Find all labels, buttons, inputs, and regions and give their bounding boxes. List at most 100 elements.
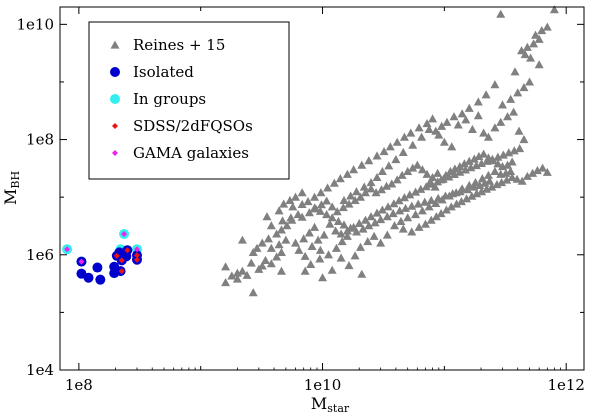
reines-point [366, 212, 376, 221]
reines-point [492, 179, 502, 189]
reines-point [390, 221, 400, 230]
reines-point [322, 210, 332, 219]
reines-point [358, 224, 368, 233]
reines-point [382, 181, 392, 190]
reines-point [469, 182, 479, 191]
reines-point [477, 187, 487, 196]
reines-point [466, 163, 476, 172]
reines-point [252, 243, 262, 252]
reines-point [428, 114, 438, 123]
reines-point [464, 103, 474, 112]
reines-point [279, 199, 289, 208]
reines-point [272, 252, 282, 261]
legend-item-isolated: Isolated [110, 63, 194, 81]
reines-point [487, 182, 497, 191]
reines-point [383, 202, 393, 211]
reines-point [439, 137, 449, 146]
reines-point [467, 191, 477, 200]
reines-point [477, 158, 487, 168]
reines-point [405, 190, 415, 199]
reines-point [315, 254, 325, 263]
reines-point [449, 112, 459, 121]
reines-point [469, 154, 479, 163]
reines-point [497, 100, 507, 109]
reines-point [281, 235, 291, 244]
sdss-point [113, 252, 120, 259]
reines-point [285, 195, 295, 204]
legend-item-ingroups: In groups [110, 90, 206, 108]
reines-point [450, 164, 460, 173]
reines-point [319, 230, 329, 239]
reines-point [303, 197, 313, 206]
reines-point [413, 199, 423, 208]
reines-point [339, 220, 349, 229]
reines-point [542, 22, 552, 31]
reines-point [514, 126, 524, 135]
y-axis-label-sub: BH [9, 171, 22, 189]
reines-point [316, 200, 326, 209]
legend-marker [112, 150, 118, 156]
reines-point [457, 109, 467, 118]
reines-point [242, 270, 252, 279]
reines-point [401, 203, 411, 212]
reines-point [232, 274, 242, 283]
legend-marker [110, 94, 120, 104]
legend-marker [110, 67, 120, 77]
reines-point [460, 165, 470, 174]
reines-point [431, 212, 441, 221]
reines-point [417, 206, 427, 215]
reines-point [316, 188, 326, 197]
reines-point [408, 163, 418, 172]
reines-point [299, 234, 309, 243]
reines-point [522, 171, 532, 180]
reines-point [346, 191, 356, 200]
reines-point [318, 273, 328, 282]
reines-point [506, 94, 516, 103]
reines-point [455, 187, 465, 196]
reines-point [408, 140, 418, 149]
reines-point [503, 160, 513, 169]
reines-point [360, 188, 370, 197]
reines-point [509, 146, 519, 155]
reines-point [389, 199, 399, 208]
reines-point [474, 151, 484, 161]
reines-point [424, 124, 434, 134]
legend: Reines + 15 Isolated In groups SDSS/2dFQSOs… [88, 21, 290, 180]
reines-point [327, 213, 337, 222]
reines-point [377, 185, 387, 194]
reines-point [455, 167, 465, 176]
x-axis-label-sub: star [327, 402, 350, 414]
reines-point [306, 259, 316, 269]
reines-point [272, 229, 282, 238]
reines-point [456, 197, 466, 206]
reines-point [266, 221, 276, 230]
reines-point [471, 160, 481, 170]
reines-point [433, 177, 443, 186]
legend-item-gama: GAMA galaxies [112, 144, 249, 162]
reines-point [291, 192, 301, 201]
legend-label: Reines + 15 [133, 36, 225, 54]
reines-point [364, 156, 374, 165]
reines-point [446, 202, 456, 211]
reines-point [227, 271, 237, 280]
reines-point [349, 165, 359, 174]
legend-item-reines: Reines + 15 [110, 36, 225, 54]
reines-point [549, 5, 559, 14]
reines-point [420, 219, 430, 228]
reines-point [315, 245, 325, 254]
reines-point [407, 227, 417, 236]
reines-point [512, 174, 522, 183]
reines-point [422, 119, 432, 128]
reines-point [473, 97, 483, 106]
x-axis-label: Mstar [311, 394, 350, 414]
reines-point [497, 177, 507, 187]
reines-point [221, 262, 231, 271]
reines-point [377, 166, 387, 176]
reines-point [237, 235, 247, 244]
reines-point [262, 212, 272, 221]
reines-point [331, 226, 341, 235]
points-layer [62, 5, 559, 297]
reines-point [382, 212, 392, 221]
reines-point [479, 149, 489, 158]
reines-point [392, 137, 402, 146]
